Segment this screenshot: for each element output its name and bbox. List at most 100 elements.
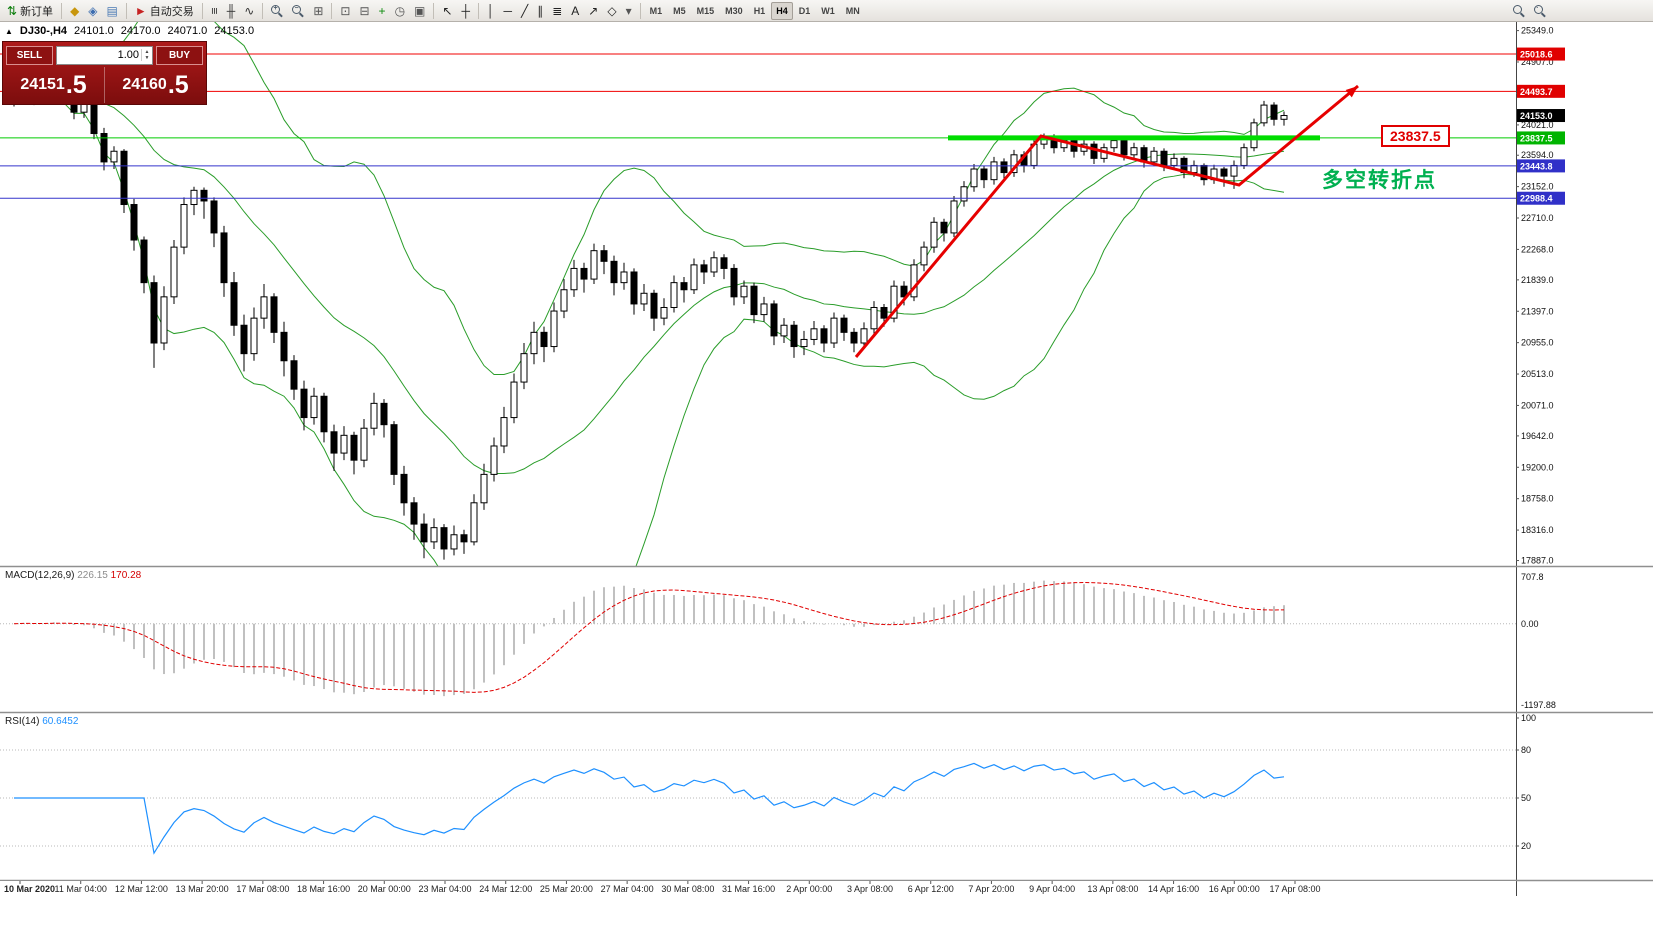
candle-body — [680, 282, 688, 291]
timeframe-w1-button[interactable]: W1 — [821, 5, 835, 16]
search-icon[interactable] — [1509, 1, 1529, 20]
cascade-windows-icon[interactable]: ⊡ — [336, 1, 354, 20]
timeframe-m1-button[interactable]: M1 — [649, 5, 663, 16]
price-annotation-label[interactable]: 23837.5 — [1381, 125, 1450, 147]
candle-body — [780, 324, 788, 337]
candle-body — [1120, 140, 1128, 156]
timeframe-d1-button[interactable]: D1 — [798, 5, 811, 16]
bar-chart-icon[interactable]: ≡ — [207, 1, 222, 20]
line-chart-icon[interactable]: ∿ — [240, 1, 258, 20]
timeframe-m30-button[interactable]: M30 — [725, 5, 743, 16]
zoom-out-icon: − — [292, 4, 304, 17]
candlestick-chart-icon-glyph: ╫ — [226, 3, 236, 18]
tile-windows-icon-glyph: ⊞ — [313, 3, 324, 18]
period-icon[interactable]: ◷ — [391, 1, 409, 20]
candle-body — [270, 296, 278, 333]
candle-body — [940, 221, 948, 234]
candle-body — [840, 317, 848, 333]
candle-body — [410, 502, 418, 525]
timeframe-h1-button[interactable]: H1 — [753, 5, 766, 16]
candle-body — [170, 246, 178, 298]
new-order-button[interactable]: ⇅ 新订单 — [3, 1, 57, 20]
candle-body — [710, 257, 718, 273]
time-axis-label: 17 Apr 08:00 — [1269, 884, 1320, 894]
horizontal-line-icon[interactable]: ─ — [499, 1, 516, 20]
candle-body — [750, 285, 758, 316]
sell-price[interactable]: 24151.5 — [3, 67, 104, 103]
svg-text:22988.4: 22988.4 — [1520, 194, 1553, 204]
candle-body — [1240, 147, 1248, 166]
cursor-icon-glyph: ↖ — [442, 3, 453, 18]
toolbar-separator — [477, 2, 479, 19]
tile-windows-icon[interactable]: ⊞ — [309, 1, 327, 20]
find-symbol-icon[interactable]: · — [1530, 1, 1550, 20]
buy-button[interactable]: BUY — [156, 45, 203, 65]
crosshair-icon[interactable]: ┼ — [457, 1, 474, 20]
timeframe-m5-button[interactable]: M5 — [673, 5, 686, 16]
volume-down-icon[interactable]: ▼ — [144, 55, 150, 61]
candle-body — [580, 267, 588, 280]
candle-body — [150, 282, 158, 344]
arrow-tool-icon[interactable]: ↗ — [584, 1, 602, 20]
new-chart-icon[interactable]: + — [375, 1, 390, 20]
snapshot-icon[interactable]: ▣ — [410, 1, 429, 20]
candle-body — [620, 271, 628, 284]
bollinger-upper — [13, 22, 1285, 376]
cursor-icon[interactable]: ↖ — [438, 1, 456, 20]
toolbar-separator — [331, 2, 333, 19]
price-axis-label: 19200.0 — [1521, 462, 1554, 472]
shapes-dropdown-icon[interactable]: ▾ — [622, 1, 636, 20]
timeframe-m15-button[interactable]: M15 — [696, 5, 715, 16]
candlestick-chart-icon[interactable]: ╫ — [223, 1, 240, 20]
vertical-line-icon[interactable]: │ — [483, 1, 499, 20]
buy-price[interactable]: 24160.5 — [104, 67, 206, 103]
terminal-icon-glyph: ▤ — [106, 3, 118, 18]
svg-text:707.8: 707.8 — [1521, 572, 1544, 582]
terminal-icon[interactable]: ▤ — [103, 1, 122, 20]
navigator-icon[interactable]: ◈ — [84, 1, 101, 20]
macd-indicator-label: MACD(12,26,9) 226.15 170.28 — [5, 570, 141, 581]
time-axis[interactable] — [0, 881, 1516, 897]
cascade-windows-icon-glyph: ⊡ — [340, 3, 351, 18]
volume-input[interactable] — [57, 49, 141, 61]
market-watch-icon[interactable]: ◆ — [66, 1, 83, 20]
trendline-icon[interactable]: ╱ — [517, 1, 532, 20]
zoom-out-icon[interactable]: − — [288, 1, 308, 20]
price-axis-label: 22268.0 — [1521, 244, 1554, 254]
candle-body — [300, 388, 308, 419]
candle-body — [140, 239, 148, 284]
candle-body — [250, 317, 258, 355]
zoom-in-icon[interactable]: + — [267, 1, 287, 20]
trend-arrow[interactable] — [854, 84, 1359, 358]
text-tool-icon[interactable]: A — [567, 1, 583, 20]
trend-note[interactable]: 多空转折点 — [1322, 169, 1437, 192]
svg-text:100: 100 — [1521, 713, 1536, 723]
price-axis-label: 20071.0 — [1521, 400, 1554, 410]
volume-up-icon[interactable]: ▲ — [144, 49, 150, 55]
period-icon-glyph: ◷ — [394, 3, 406, 18]
candle-body — [740, 285, 748, 298]
candle-body — [230, 282, 238, 326]
candle-body — [120, 150, 128, 206]
timeframe-h4-button[interactable]: H4 — [771, 1, 793, 20]
time-axis-label: 11 Mar 04:00 — [55, 884, 107, 894]
timeframe-mn-button[interactable]: MN — [845, 5, 860, 16]
snapshot-icon-glyph: ▣ — [414, 3, 426, 18]
volume-spinner: ▲ ▼ — [141, 49, 152, 61]
price-axis-label: 20955.0 — [1521, 338, 1554, 348]
arrange-windows-icon[interactable]: ⊟ — [355, 1, 373, 20]
time-axis-label: 7 Apr 20:00 — [968, 884, 1014, 894]
shapes-icon[interactable]: ◇ — [603, 1, 620, 20]
candle-body — [130, 204, 138, 241]
one-click-collapse-icon[interactable]: ▲ — [5, 27, 13, 36]
sell-button[interactable]: SELL — [6, 45, 53, 65]
candle-body — [520, 353, 528, 383]
autotrading-button[interactable]: ► 自动交易 — [131, 1, 198, 20]
price-axis-label: 24907.0 — [1521, 57, 1554, 67]
channel-icon[interactable]: ∥ — [533, 1, 547, 20]
fibonacci-icon[interactable]: ≣ — [548, 1, 566, 20]
candle-body — [1270, 104, 1278, 120]
one-click-trading-panel: SELL ▲ ▼ BUY 24151.5 24160.5 — [2, 41, 207, 105]
price-badge — [1517, 159, 1565, 173]
